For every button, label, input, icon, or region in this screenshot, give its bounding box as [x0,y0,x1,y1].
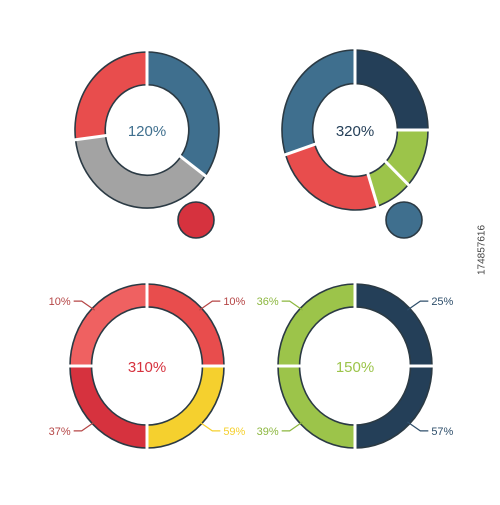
slice-gap [178,154,208,179]
callout-line [73,300,96,311]
donut-slice [354,49,429,131]
donut-slice [277,283,356,367]
slice-gap [383,159,411,188]
callout-line [198,421,221,432]
donut-slice [146,365,225,449]
slice-percent-label: 10% [223,296,245,308]
donut-slice [281,49,356,156]
donut-slice [146,51,220,177]
slice-gap [366,171,380,209]
center-value-label: 120% [128,123,166,140]
stock-id-watermark: 174857616 [476,224,488,276]
slice-percent-label: 39% [257,426,279,438]
donut-slice [69,283,148,367]
slice-percent-label: 25% [431,296,453,308]
slice-gap [283,142,318,157]
donut-slice [74,134,207,209]
donut-slice [277,365,356,449]
center-value-label: 150% [336,359,374,376]
donut-chart-2: 320% [281,48,430,239]
chart-bubble [177,201,215,239]
donut-chart-1: 120% [73,50,220,239]
callout-line [281,300,304,311]
slice-gap [73,133,108,142]
slice-percent-label: 36% [257,296,279,308]
donut-slice [69,365,148,449]
donut-slice [284,143,379,211]
slice-percent-label: 57% [431,426,453,438]
slice-percent-label: 59% [223,426,245,438]
donut-slice [354,283,433,367]
slice-percent-label: 37% [49,426,71,438]
donut-slice [146,283,225,367]
chart-bubble [385,201,423,239]
center-value-label: 320% [336,123,374,140]
center-value-label: 310% [128,359,166,376]
callout-line [281,421,304,432]
donut-chart-4: 150% 25% 57% 39% 36% [257,282,454,450]
donut-chart-3: 310% 10% 59% 37% 10% [49,282,246,450]
callout-line [406,421,429,432]
callout-line [406,300,429,311]
slice-percent-label: 10% [49,296,71,308]
callout-line [198,300,221,311]
callout-line [73,421,96,432]
donut-slice [354,365,433,449]
